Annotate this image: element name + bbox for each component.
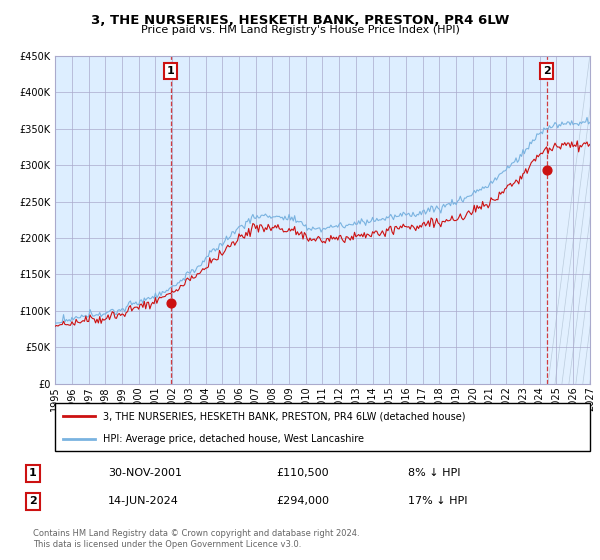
Text: 2: 2: [29, 496, 37, 506]
Text: 3, THE NURSERIES, HESKETH BANK, PRESTON, PR4 6LW: 3, THE NURSERIES, HESKETH BANK, PRESTON,…: [91, 14, 509, 27]
Text: £294,000: £294,000: [276, 496, 329, 506]
Text: 8% ↓ HPI: 8% ↓ HPI: [408, 468, 461, 478]
Text: £110,500: £110,500: [276, 468, 329, 478]
Text: 3, THE NURSERIES, HESKETH BANK, PRESTON, PR4 6LW (detached house): 3, THE NURSERIES, HESKETH BANK, PRESTON,…: [103, 411, 466, 421]
Text: 30-NOV-2001: 30-NOV-2001: [108, 468, 182, 478]
Text: 17% ↓ HPI: 17% ↓ HPI: [408, 496, 467, 506]
Text: 2: 2: [543, 66, 551, 76]
Point: [542, 165, 551, 174]
Point: [166, 298, 176, 307]
Text: HPI: Average price, detached house, West Lancashire: HPI: Average price, detached house, West…: [103, 434, 364, 444]
Text: 1: 1: [29, 468, 37, 478]
Bar: [548, 56, 600, 384]
Text: Price paid vs. HM Land Registry's House Price Index (HPI): Price paid vs. HM Land Registry's House …: [140, 25, 460, 35]
Text: 1: 1: [167, 66, 175, 76]
Text: 14-JUN-2024: 14-JUN-2024: [108, 496, 179, 506]
Text: Contains HM Land Registry data © Crown copyright and database right 2024.
This d: Contains HM Land Registry data © Crown c…: [33, 529, 359, 549]
